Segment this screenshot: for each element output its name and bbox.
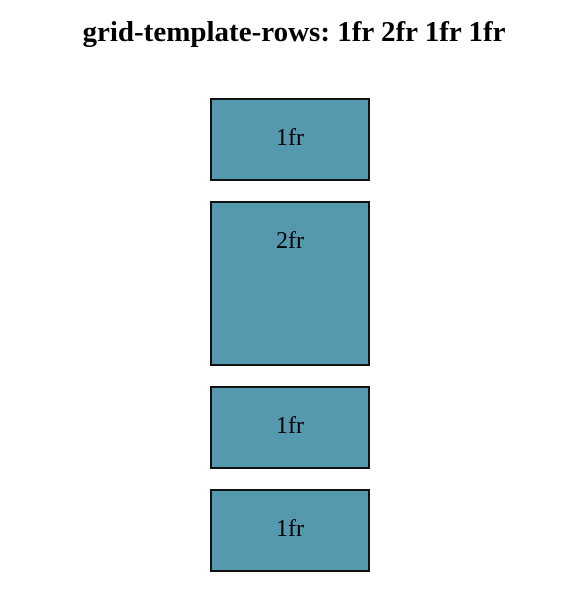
grid-item-1: 1fr <box>210 98 370 181</box>
page-title: grid-template-rows: 1fr 2fr 1fr 1fr <box>82 16 506 48</box>
grid-item-3: 1fr <box>210 386 370 470</box>
grid-item-2: 2fr <box>210 200 370 367</box>
grid-item-4: 1fr <box>210 489 370 572</box>
grid-container: 1fr 2fr 1fr 1fr <box>210 98 370 572</box>
